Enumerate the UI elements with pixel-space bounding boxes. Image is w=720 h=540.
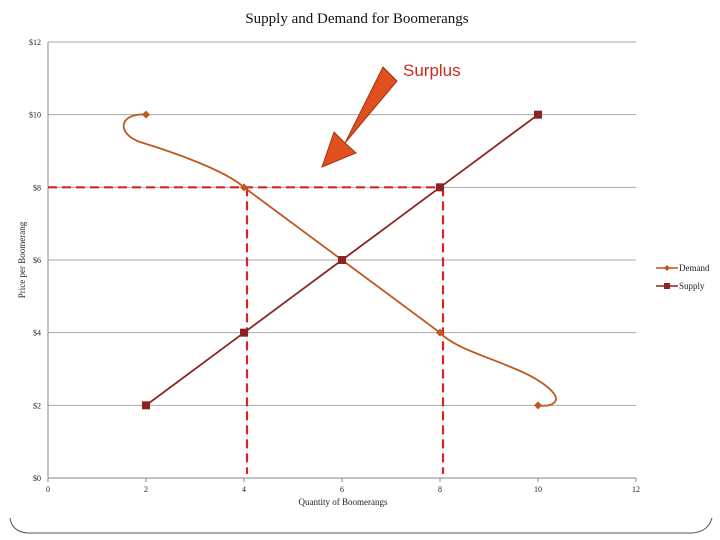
- chart-title: Supply and Demand for Boomerangs: [245, 11, 468, 27]
- data-point-supply: [240, 328, 248, 337]
- x-tick-label: 4: [242, 485, 246, 494]
- x-tick-label: 0: [46, 485, 50, 494]
- legend-marker-supply: [664, 283, 670, 289]
- y-tick-label: $0: [33, 474, 41, 483]
- y-tick-label: $6: [33, 256, 41, 265]
- x-tick-label: 6: [340, 485, 344, 494]
- data-point-demand: [142, 110, 150, 119]
- y-axis-label: Price per Boomerang: [17, 221, 27, 298]
- data-point-demand: [436, 328, 444, 337]
- data-point-supply: [436, 183, 444, 192]
- surplus-annotation: Surplus: [403, 61, 461, 80]
- legend: Demand Supply: [656, 263, 710, 291]
- y-tick-label: $4: [33, 329, 41, 338]
- y-tick-label: $10: [29, 111, 41, 120]
- legend-marker-demand: [664, 265, 670, 271]
- y-tick-labels: $0 $2 $4 $6 $8 $10 $12: [29, 38, 41, 483]
- x-tick-label: 10: [534, 485, 542, 494]
- data-point-demand: [534, 401, 542, 410]
- x-tick-label: 12: [632, 485, 640, 494]
- slide-frame-decoration: [9, 517, 713, 534]
- data-point-supply: [142, 401, 150, 410]
- x-tick-label: 8: [438, 485, 442, 494]
- data-point-supply: [338, 256, 346, 264]
- y-tick-label: $2: [33, 401, 41, 410]
- surplus-arrow-icon: [321, 66, 398, 168]
- legend-label-demand: Demand: [679, 263, 710, 273]
- x-axis-label: Quantity of Boomerangs: [299, 497, 388, 507]
- y-tick-label: $12: [29, 38, 41, 47]
- y-tick-label: $8: [33, 183, 41, 192]
- x-tick-label: 2: [144, 485, 148, 494]
- series-markers: [142, 110, 542, 410]
- legend-label-supply: Supply: [679, 281, 705, 291]
- data-point-demand: [240, 183, 248, 192]
- data-point-supply: [534, 110, 542, 119]
- x-tick-labels: 0 2 4 6 8 10 12: [46, 478, 640, 494]
